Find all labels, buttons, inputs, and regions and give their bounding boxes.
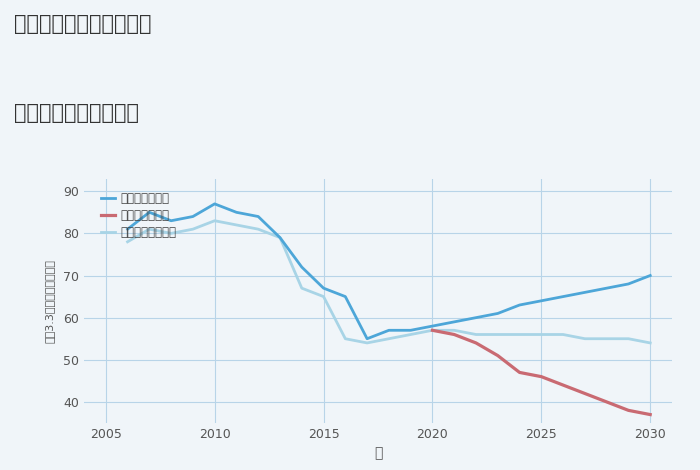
バッドシナリオ: [515, 369, 524, 375]
ノーマルシナリオ: [581, 336, 589, 342]
バッドシナリオ: [624, 407, 633, 413]
ノーマルシナリオ: [646, 340, 654, 346]
グッドシナリオ: [167, 218, 175, 224]
グッドシナリオ: [298, 264, 306, 270]
グッドシナリオ: [537, 298, 545, 304]
ノーマルシナリオ: [385, 336, 393, 342]
ノーマルシナリオ: [319, 294, 328, 299]
ノーマルシナリオ: [428, 328, 437, 333]
ノーマルシナリオ: [254, 227, 262, 232]
ノーマルシナリオ: [211, 218, 219, 224]
バッドシナリオ: [559, 382, 567, 388]
グッドシナリオ: [624, 281, 633, 287]
Line: バッドシナリオ: バッドシナリオ: [433, 330, 650, 415]
グッドシナリオ: [407, 328, 415, 333]
ノーマルシナリオ: [123, 239, 132, 244]
ノーマルシナリオ: [407, 332, 415, 337]
ノーマルシナリオ: [472, 332, 480, 337]
グッドシナリオ: [319, 285, 328, 291]
X-axis label: 年: 年: [374, 446, 382, 461]
グッドシナリオ: [472, 315, 480, 321]
ノーマルシナリオ: [276, 235, 284, 241]
グッドシナリオ: [341, 294, 349, 299]
グッドシナリオ: [646, 273, 654, 278]
ノーマルシナリオ: [537, 332, 545, 337]
ノーマルシナリオ: [189, 227, 197, 232]
グッドシナリオ: [515, 302, 524, 308]
バッドシナリオ: [603, 399, 611, 405]
グッドシナリオ: [603, 285, 611, 291]
グッドシナリオ: [232, 210, 241, 215]
グッドシナリオ: [254, 214, 262, 219]
グッドシナリオ: [494, 311, 502, 316]
バッドシナリオ: [450, 332, 459, 337]
Legend: グッドシナリオ, バッドシナリオ, ノーマルシナリオ: グッドシナリオ, バッドシナリオ, ノーマルシナリオ: [96, 187, 181, 243]
ノーマルシナリオ: [363, 340, 371, 346]
グッドシナリオ: [385, 328, 393, 333]
グッドシナリオ: [276, 235, 284, 241]
バッドシナリオ: [537, 374, 545, 379]
ノーマルシナリオ: [145, 227, 153, 232]
Y-axis label: 坪（3.3㎡）単価（万円）: 坪（3.3㎡）単価（万円）: [45, 259, 55, 343]
グッドシナリオ: [123, 227, 132, 232]
Text: 中古戸建ての価格推移: 中古戸建ての価格推移: [14, 103, 139, 124]
バッドシナリオ: [646, 412, 654, 417]
バッドシナリオ: [581, 391, 589, 396]
グッドシナリオ: [189, 214, 197, 219]
ノーマルシナリオ: [298, 285, 306, 291]
グッドシナリオ: [428, 323, 437, 329]
グッドシナリオ: [559, 294, 567, 299]
グッドシナリオ: [145, 210, 153, 215]
グッドシナリオ: [363, 336, 371, 342]
ノーマルシナリオ: [603, 336, 611, 342]
ノーマルシナリオ: [494, 332, 502, 337]
ノーマルシナリオ: [341, 336, 349, 342]
ノーマルシナリオ: [167, 231, 175, 236]
バッドシナリオ: [472, 340, 480, 346]
ノーマルシナリオ: [559, 332, 567, 337]
グッドシナリオ: [450, 319, 459, 325]
グッドシナリオ: [581, 290, 589, 295]
Line: グッドシナリオ: グッドシナリオ: [127, 204, 650, 339]
ノーマルシナリオ: [450, 328, 459, 333]
ノーマルシナリオ: [515, 332, 524, 337]
Text: 岐阜県海津市平田町岡の: 岐阜県海津市平田町岡の: [14, 14, 151, 34]
Line: ノーマルシナリオ: ノーマルシナリオ: [127, 221, 650, 343]
グッドシナリオ: [211, 201, 219, 207]
バッドシナリオ: [494, 353, 502, 359]
バッドシナリオ: [428, 328, 437, 333]
ノーマルシナリオ: [232, 222, 241, 228]
ノーマルシナリオ: [624, 336, 633, 342]
